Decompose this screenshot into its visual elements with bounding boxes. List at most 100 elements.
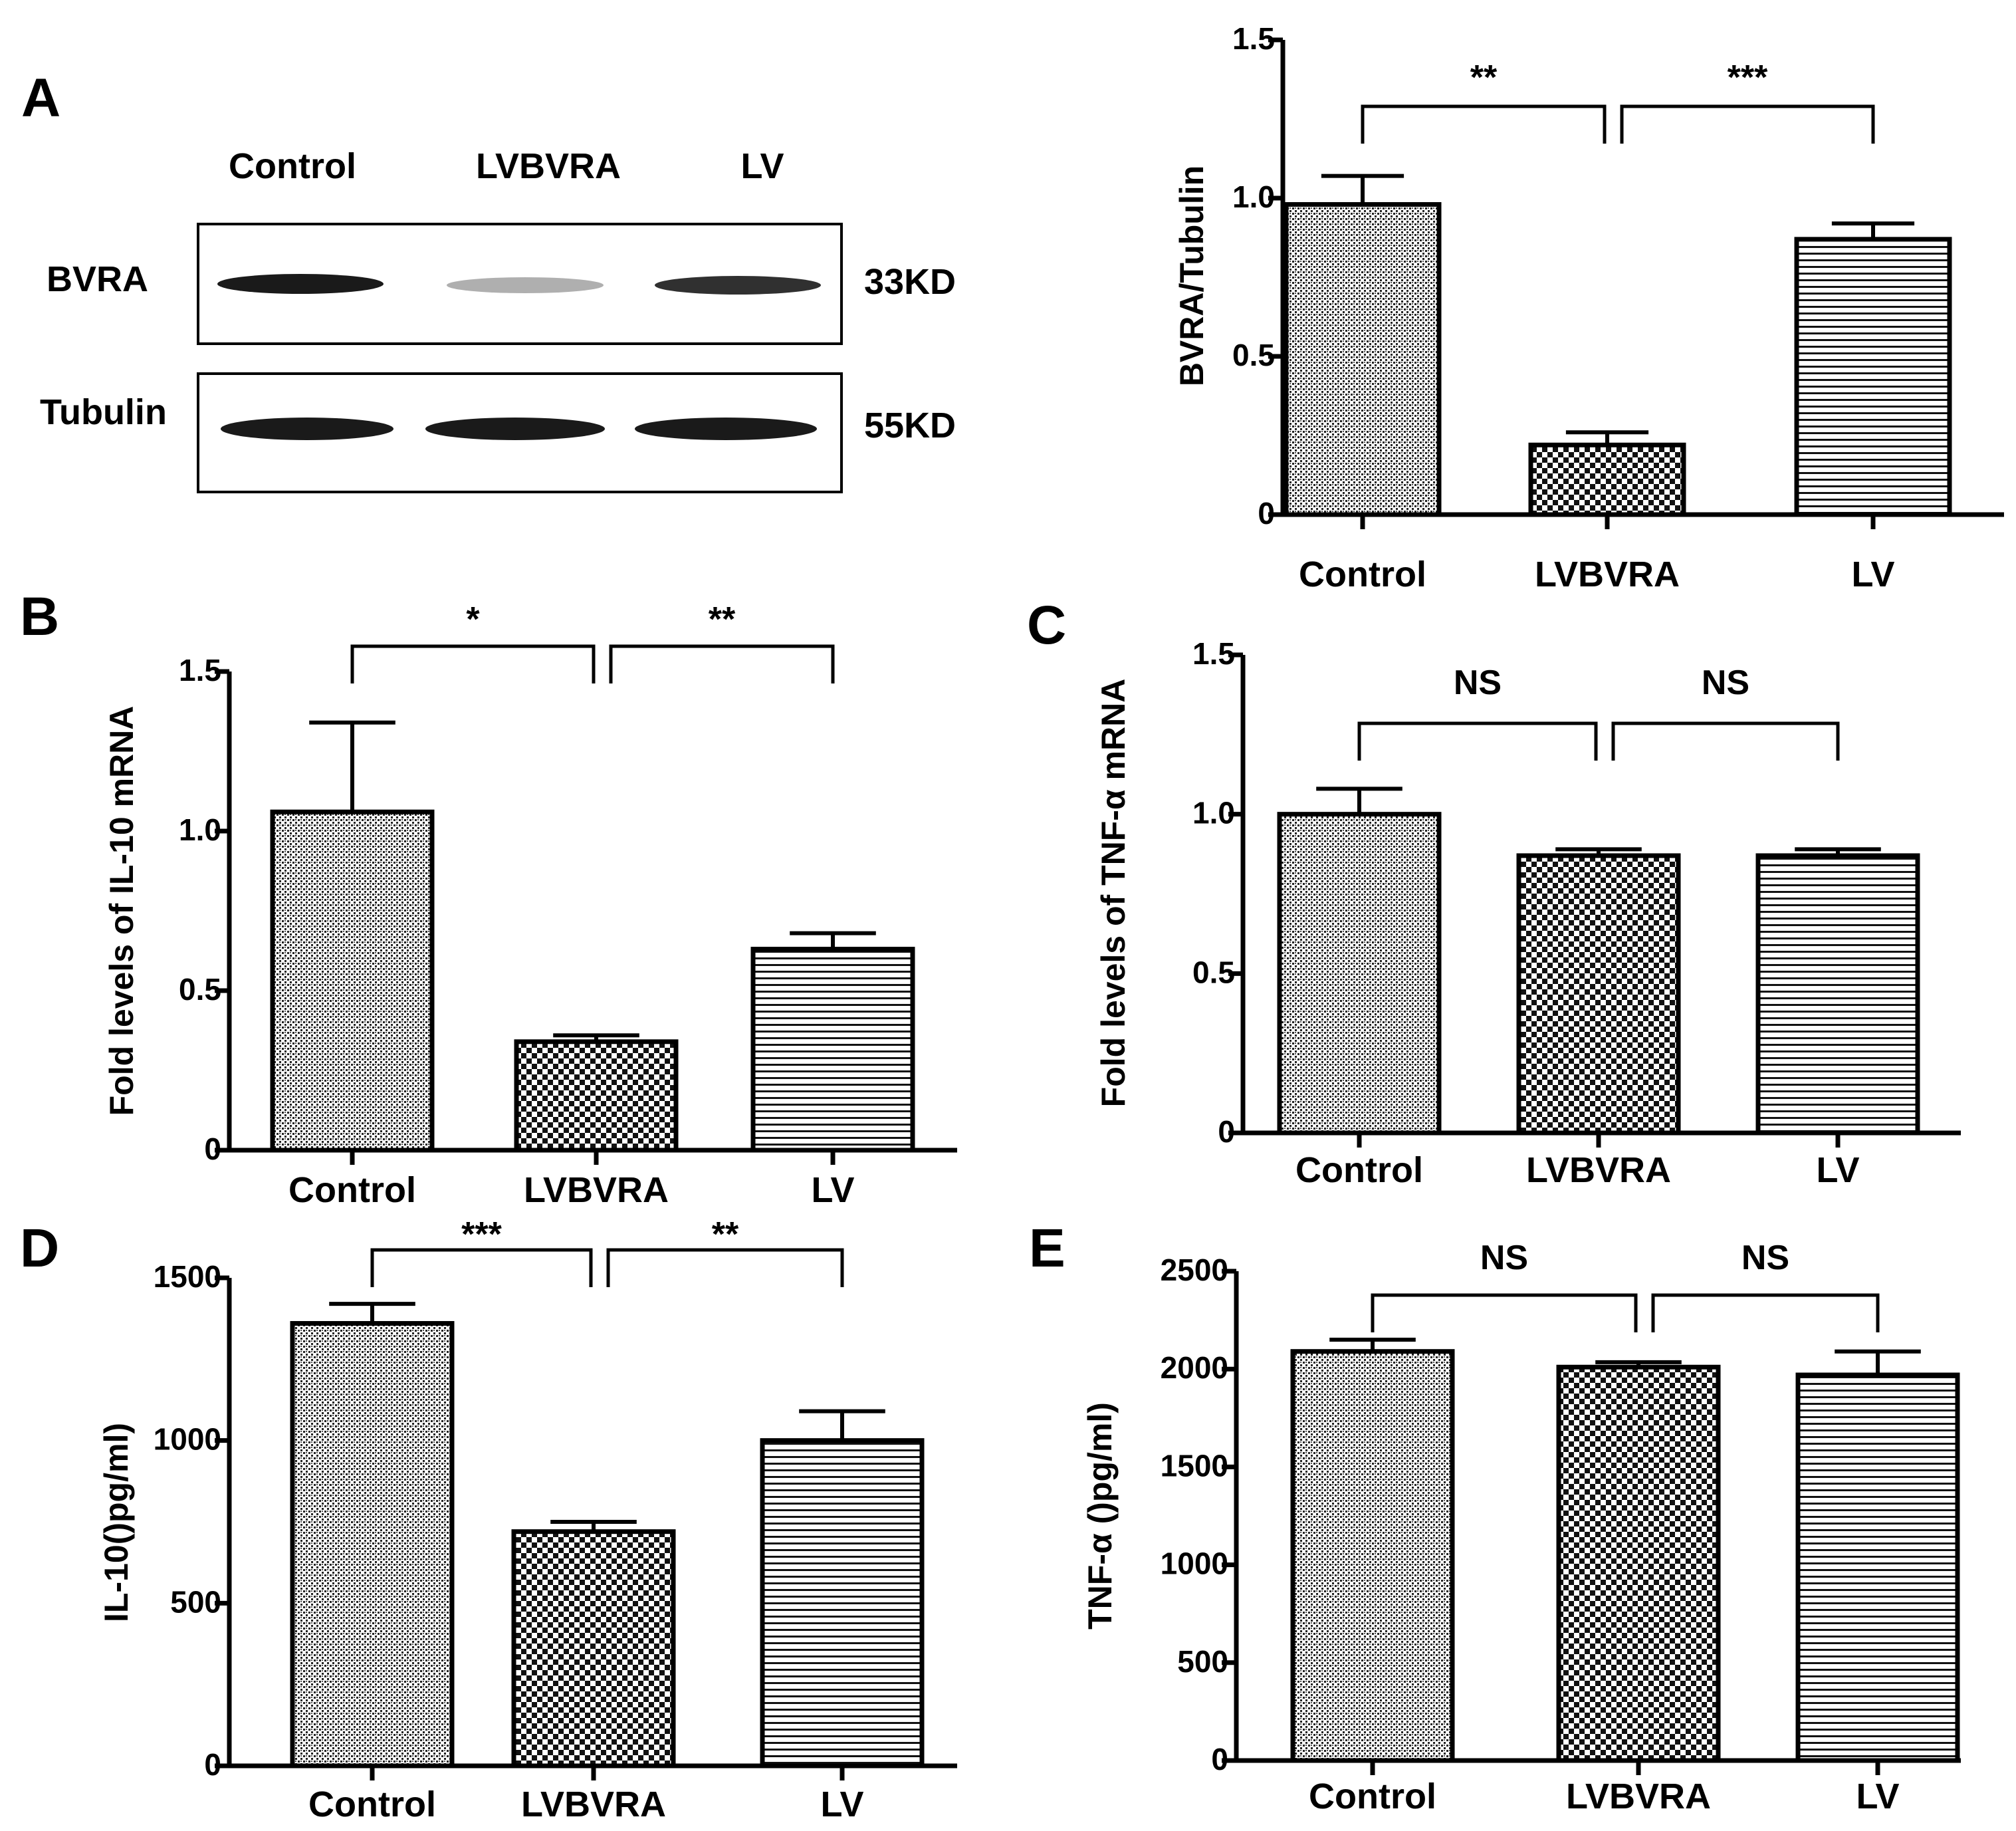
y-tick-label: 0 <box>1258 496 1275 531</box>
y-tick-label: 0.5 <box>1192 955 1235 989</box>
blot-box-tubulin <box>197 372 843 493</box>
x-category-label: LVBVRA <box>521 1784 666 1824</box>
y-tick-label: 1000 <box>1161 1546 1228 1581</box>
blot-box-bvra <box>197 223 843 345</box>
bar-control <box>270 809 435 1153</box>
x-category-label: LVBVRA <box>524 1170 669 1210</box>
x-category-label: LV <box>821 1784 864 1824</box>
x-category-label: LVBVRA <box>1535 554 1680 594</box>
significance-bracket <box>370 1248 593 1287</box>
significance-bracket <box>1611 721 1840 761</box>
panel-letter-c: C <box>1027 595 1066 656</box>
bar-lv <box>1755 853 1920 1136</box>
y-tick-label: 1000 <box>154 1422 221 1457</box>
significance-bracket <box>350 644 596 683</box>
y-tick-label: 1500 <box>154 1259 221 1294</box>
chart-b-il10-mrna: B 0 0.5 1.0 1.5 Fold levels of IL-10 mRNA Cont… <box>20 586 957 1210</box>
bar-control <box>1284 202 1442 517</box>
row-label-bvra: BVRA <box>47 259 148 299</box>
significance-label: ** <box>709 600 736 639</box>
bar-lvbvra <box>1516 853 1681 1136</box>
panel-letter-e: E <box>1029 1218 1065 1279</box>
significance-bracket <box>1357 721 1598 761</box>
y-axis-label: BVRA/Tubulin <box>1173 166 1210 386</box>
x-category-label: LV <box>1852 554 1895 594</box>
x-category-label: LV <box>1856 1776 1900 1816</box>
significance-bracket <box>1371 1293 1638 1332</box>
significance-label: *** <box>461 1215 502 1254</box>
significance-label: NS <box>1702 664 1749 702</box>
panel-letter-b: B <box>20 586 59 647</box>
bar-lv <box>1794 237 1952 517</box>
bar-lv <box>1795 1372 1960 1763</box>
bar-control <box>290 1321 455 1769</box>
y-tick-label: 0.5 <box>1232 338 1275 372</box>
x-category-label: LV <box>1817 1150 1860 1190</box>
lane-label-control: Control <box>229 146 356 186</box>
bar-lv <box>760 1438 925 1769</box>
size-label-33kd: 33KD <box>864 262 956 302</box>
y-axis-label: Fold levels of TNF-α mRNA <box>1095 679 1132 1108</box>
chart-c-tnfa-mrna: C 0 0.5 1.0 1.5 Fold levels of TNF-α mRNA Cont… <box>1027 595 1961 1190</box>
y-tick-label: 0 <box>1211 1742 1228 1776</box>
bar-lvbvra <box>514 1039 679 1153</box>
bar-lvbvra <box>511 1529 676 1769</box>
y-tick-label: 500 <box>170 1584 221 1619</box>
x-category-label: LVBVRA <box>1566 1776 1711 1816</box>
band-tubulin-lvbvra <box>425 418 605 440</box>
y-tick-label: 1.0 <box>1232 180 1275 214</box>
significance-label: ** <box>712 1215 739 1254</box>
x-category-label: Control <box>1299 554 1426 594</box>
bar-lv <box>750 947 915 1153</box>
band-tubulin-control <box>221 418 393 440</box>
significance-bracket <box>1361 104 1607 144</box>
y-tick-label: 0 <box>204 1747 221 1782</box>
significance-label: ** <box>1470 59 1498 97</box>
significance-bracket <box>1620 104 1875 144</box>
lane-label-lvbvra: LVBVRA <box>476 146 621 186</box>
bar-control <box>1277 812 1442 1136</box>
bar-lvbvra <box>1556 1364 1721 1763</box>
chart-d-il10-protein: D 0 500 1000 1500 IL-10()pg/ml) Control LVBVRA L… <box>20 1215 957 1824</box>
x-category-label: LVBVRA <box>1526 1150 1671 1190</box>
significance-label: NS <box>1480 1239 1528 1277</box>
x-category-label: Control <box>1295 1150 1423 1190</box>
significance-bracket <box>609 644 835 683</box>
panel-a-western-blot: A Control LVBVRA LV BVRA 33KD Tubulin 55… <box>21 68 956 493</box>
y-axis-label: Fold levels of IL-10 mRNA <box>103 706 140 1116</box>
x-category-label: Control <box>1309 1776 1436 1816</box>
significance-label: NS <box>1454 664 1502 702</box>
y-tick-label: 1.5 <box>1232 21 1275 56</box>
row-label-tubulin: Tubulin <box>40 392 167 432</box>
bar-lvbvra <box>1528 442 1686 517</box>
y-tick-label: 1500 <box>1161 1448 1228 1483</box>
bar-control <box>1290 1349 1455 1763</box>
y-tick-label: 2000 <box>1161 1350 1228 1385</box>
lane-label-lv: LV <box>741 146 784 186</box>
y-tick-label: 2500 <box>1161 1253 1228 1287</box>
y-tick-label: 1.0 <box>1192 796 1235 830</box>
y-tick-label: 0.5 <box>179 972 221 1007</box>
band-bvra-lv <box>655 276 821 295</box>
x-category-label: LV <box>812 1170 855 1210</box>
size-label-55kd: 55KD <box>864 406 956 445</box>
band-bvra-lvbvra <box>447 277 604 293</box>
y-tick-label: 500 <box>1177 1644 1228 1679</box>
significance-label: NS <box>1741 1239 1789 1277</box>
significance-bracket <box>1651 1293 1880 1332</box>
significance-bracket <box>606 1248 844 1287</box>
panel-letter-a: A <box>21 68 60 128</box>
y-tick-label: 0 <box>204 1132 221 1166</box>
x-category-label: Control <box>288 1170 416 1210</box>
chart-e-tnfa-protein: E 0 500 1000 1500 2000 2500 TNF-α ()pg/ml) Contr… <box>1029 1218 1961 1816</box>
significance-label: * <box>466 600 480 639</box>
band-bvra-control <box>217 274 384 294</box>
x-category-label: Control <box>308 1784 436 1824</box>
y-axis-label: IL-10()pg/ml) <box>98 1423 135 1622</box>
panel-letter-d: D <box>20 1218 59 1279</box>
y-tick-label: 0 <box>1218 1114 1235 1149</box>
band-tubulin-lv <box>635 418 817 440</box>
y-tick-label: 1.5 <box>1192 636 1235 671</box>
